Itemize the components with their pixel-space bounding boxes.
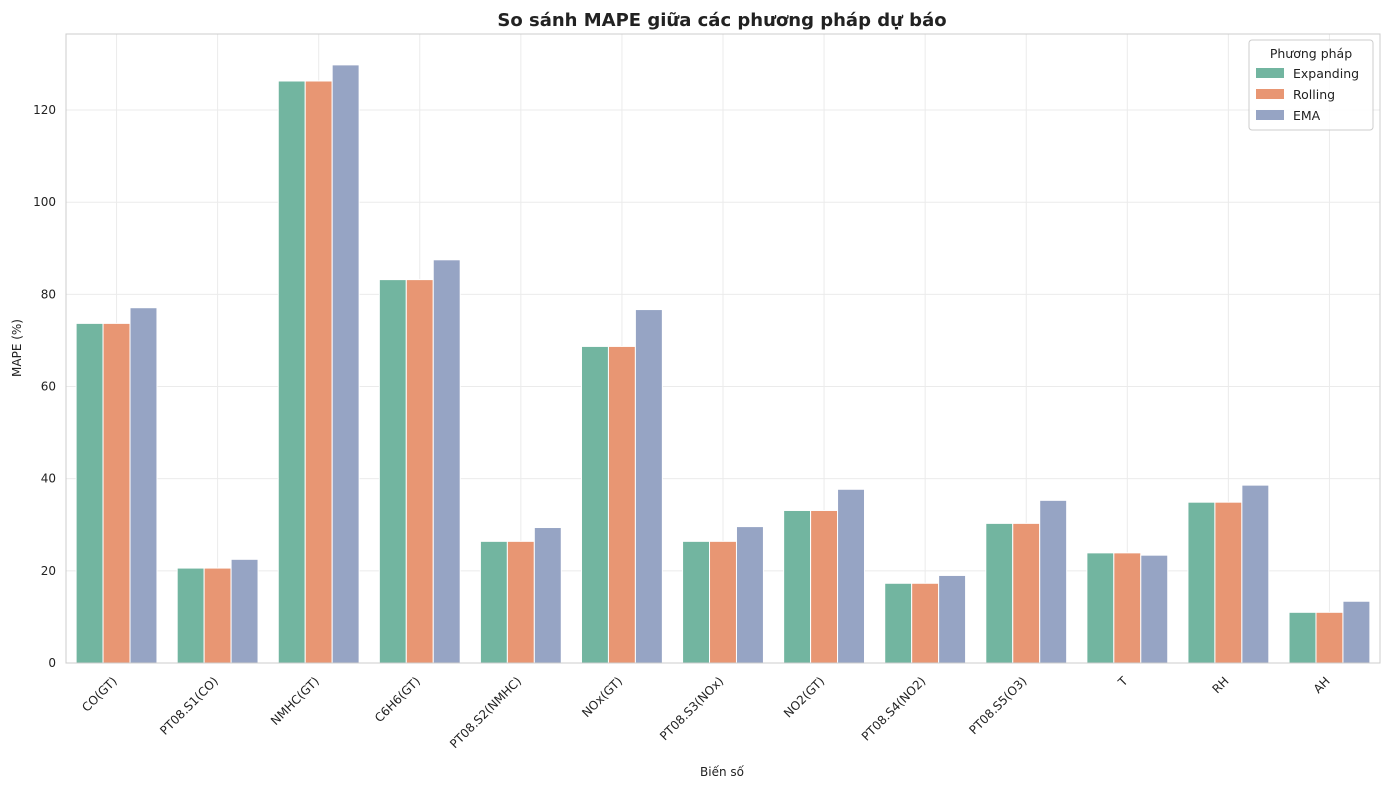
bar-rolling-9	[1012, 522, 1041, 664]
x-tick-label: NO2(GT)	[781, 674, 827, 720]
bar-ema-6	[735, 526, 764, 664]
bar-expanding-2	[277, 80, 306, 664]
y-axis-ticks: 0 20 40 60 80 100 120	[33, 103, 56, 670]
bar-expanding-1	[176, 567, 205, 664]
x-tick-label: PT08.S3(NOx)	[657, 674, 726, 743]
y-tick-label: 40	[41, 472, 56, 486]
bar-expanding-7	[783, 509, 812, 664]
bar-ema-5	[634, 309, 663, 664]
bar-expanding-11	[1187, 501, 1216, 664]
bar-expanding-4	[479, 540, 508, 664]
y-tick-label: 100	[33, 195, 56, 209]
legend-box	[1248, 39, 1374, 131]
bar-expanding-8	[884, 582, 913, 664]
legend-swatch-expanding	[1256, 68, 1284, 78]
legend-label-rolling: Rolling	[1293, 87, 1335, 102]
bar-rolling-10	[1113, 552, 1142, 664]
plot-frame	[65, 33, 1381, 664]
bar-rolling-4	[506, 540, 535, 664]
y-tick-label: 80	[41, 287, 56, 301]
bar-ema-11	[1241, 484, 1270, 664]
bar-expanding-12	[1288, 611, 1317, 664]
bar-expanding-10	[1086, 552, 1115, 664]
y-tick-label: 0	[48, 656, 56, 670]
x-tick-label: RH	[1209, 674, 1231, 696]
x-tick-label: AH	[1311, 674, 1333, 696]
legend-title: Phương pháp	[1270, 46, 1352, 61]
bar-rolling-1	[203, 567, 232, 664]
y-tick-label: 20	[41, 564, 56, 578]
legend: Phương pháp Expanding Rolling EMA	[1248, 39, 1374, 131]
bar-ema-8	[938, 574, 967, 664]
y-tick-label: 60	[41, 380, 56, 394]
bar-ema-4	[533, 527, 562, 664]
bar-rolling-11	[1214, 501, 1243, 664]
bar-rolling-6	[709, 540, 737, 664]
bar-ema-12	[1342, 600, 1371, 664]
bar-ema-7	[837, 488, 866, 664]
bar-ema-10	[1140, 554, 1169, 664]
y-tick-label: 120	[33, 103, 56, 117]
bar-ema-0	[129, 307, 158, 664]
x-tick-label: T	[1115, 674, 1131, 690]
bar-rolling-0	[102, 322, 131, 664]
bar-rolling-2	[304, 80, 333, 664]
bar-rolling-8	[911, 582, 940, 664]
legend-swatch-rolling	[1256, 89, 1284, 99]
x-tick-label: NMHC(GT)	[268, 674, 322, 728]
x-tick-label: CO(GT)	[79, 674, 120, 715]
x-tick-label: PT08.S5(O3)	[966, 674, 1029, 737]
x-axis-label: Biến số	[700, 765, 745, 779]
bar-expanding-3	[378, 279, 407, 664]
bar-expanding-9	[985, 522, 1014, 664]
bar-expanding-5	[580, 345, 609, 664]
x-axis-ticks: CO(GT) PT08.S1(CO) NMHC(GT) C6H6(GT) PT08.S2…	[79, 674, 1333, 752]
x-tick-label: PT08.S4(NO2)	[859, 674, 929, 744]
bar-rolling-5	[607, 345, 636, 664]
bar-rolling-3	[405, 279, 434, 664]
bar-rolling-7	[810, 509, 839, 664]
x-tick-label: PT08.S2(NMHC)	[447, 674, 524, 751]
x-tick-label: PT08.S1(CO)	[157, 674, 221, 738]
x-tick-label: C6H6(GT)	[372, 674, 423, 725]
bar-ema-3	[432, 259, 461, 664]
bar-ema-2	[331, 64, 360, 664]
legend-label-ema: EMA	[1293, 108, 1321, 123]
bar-ema-9	[1039, 499, 1068, 664]
bar-ema-1	[230, 558, 259, 664]
bar-expanding-6	[682, 540, 711, 664]
legend-swatch-ema	[1256, 110, 1284, 120]
bars	[75, 64, 1371, 664]
bar-rolling-12	[1315, 611, 1344, 664]
bar-expanding-0	[75, 322, 104, 664]
x-tick-label: NOx(GT)	[579, 674, 625, 720]
chart-title: So sánh MAPE giữa các phương pháp dự báo	[497, 10, 946, 31]
legend-label-expanding: Expanding	[1293, 66, 1359, 81]
y-axis-label: MAPE (%)	[10, 319, 24, 377]
legend-items: Expanding Rolling EMA	[1256, 66, 1359, 123]
